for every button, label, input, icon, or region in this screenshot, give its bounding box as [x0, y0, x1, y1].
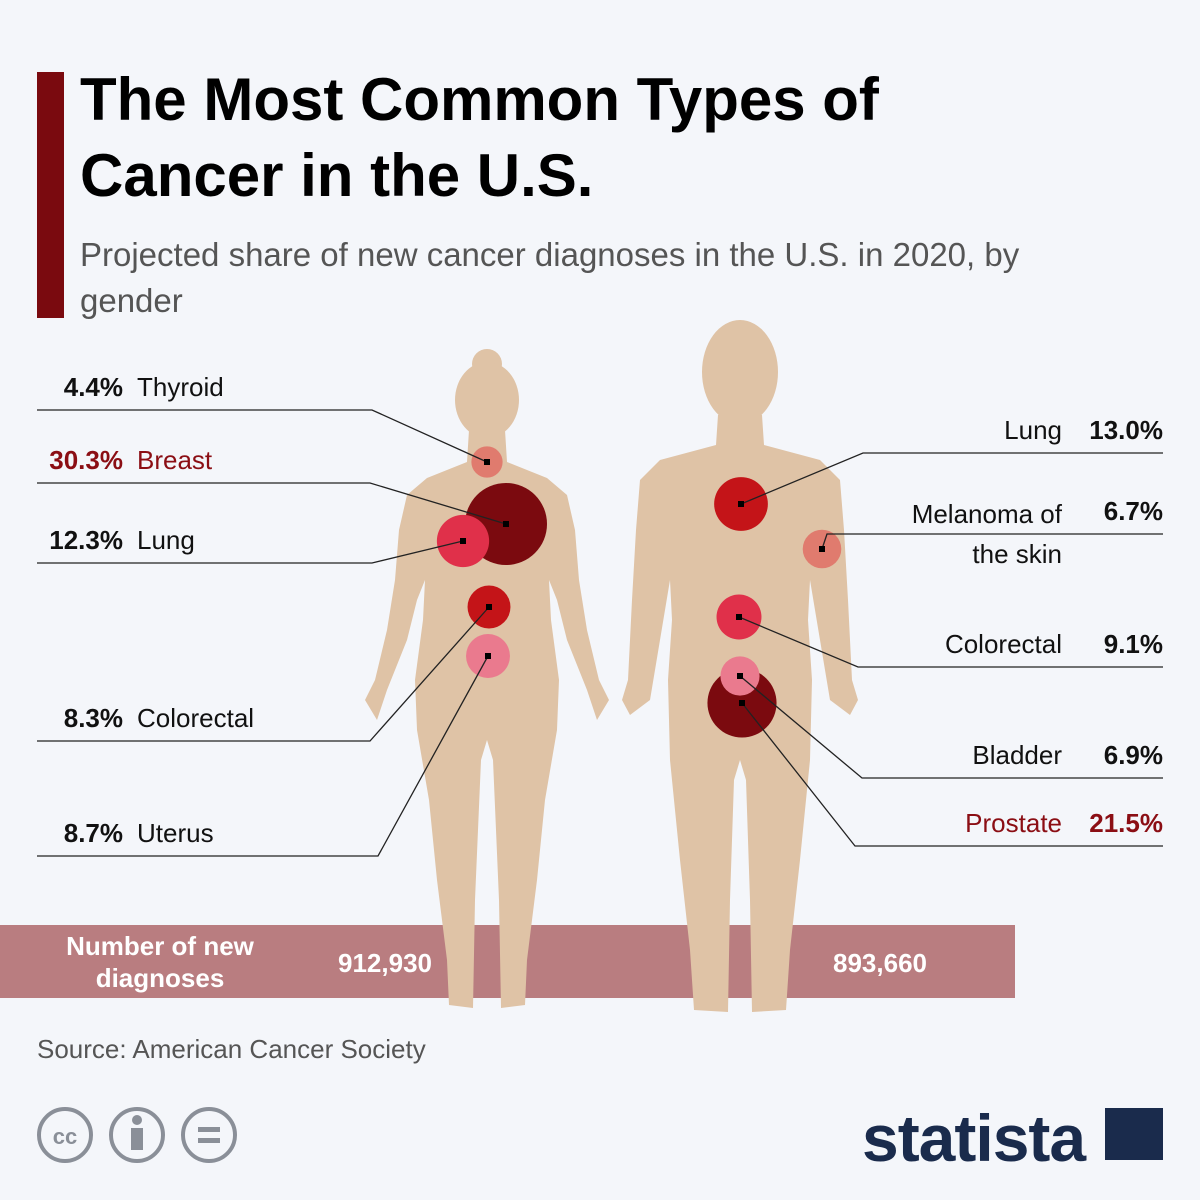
category-label: Prostate: [965, 808, 1062, 838]
leader-line: [37, 606, 490, 742]
value-label: 12.3%: [49, 525, 123, 555]
value-label: 6.7%: [1103, 496, 1163, 526]
category-label: Lung: [1004, 415, 1062, 445]
bubble-dot: [736, 614, 742, 620]
value-label: 4.4%: [63, 372, 123, 402]
leader-line: [821, 533, 1163, 550]
value-label: 30.3%: [49, 445, 123, 475]
leader-line: [37, 540, 464, 564]
leader-line: [740, 452, 1163, 505]
figure-head: [455, 362, 519, 438]
value-label: 6.9%: [1103, 740, 1163, 770]
figure-head: [702, 320, 778, 424]
value-label: 13.0%: [1089, 415, 1163, 445]
leader-line: [37, 409, 488, 463]
leader-line: [37, 655, 489, 857]
leader-line: [738, 616, 1163, 668]
category-label: Melanoma of the skin: [911, 499, 1062, 569]
accent-bar: [37, 72, 64, 318]
license-icons: [37, 1107, 237, 1163]
bubble-dot: [739, 700, 745, 706]
bubble-dot: [486, 604, 492, 610]
bubble-dot: [485, 653, 491, 659]
category-label: Lung: [137, 525, 195, 555]
bubble-dot: [738, 501, 744, 507]
total-value: 893,660: [833, 948, 927, 978]
bubble-dot: [737, 673, 743, 679]
figure-body: [365, 430, 609, 1008]
value-label: 21.5%: [1089, 808, 1163, 838]
total-value: 912,930: [338, 948, 432, 978]
leader-line: [741, 702, 1163, 847]
value-label: 9.1%: [1103, 629, 1163, 659]
source: Source: American Cancer Society: [37, 1034, 426, 1064]
category-label: Thyroid: [137, 372, 224, 402]
bubble-dot: [819, 546, 825, 552]
category-label: Colorectal: [137, 703, 255, 733]
category-label: Uterus: [137, 818, 214, 848]
brand: statista: [862, 1101, 1086, 1175]
subtitle: Projected share of new cancer diagnoses …: [80, 236, 1020, 319]
brand-logo: [1105, 1108, 1163, 1160]
total-label: Number of new diagnoses: [66, 931, 254, 993]
category-label: Colorectal: [944, 629, 1062, 659]
bubble-dot: [484, 459, 490, 465]
category-label: Breast: [137, 445, 213, 475]
license-glyphs: [131, 1115, 220, 1150]
bubble-dot: [460, 538, 466, 544]
value-label: 8.7%: [63, 818, 123, 848]
leader-line: [739, 675, 1163, 779]
leader-line: [37, 482, 507, 525]
title: The Most Common Types of Cancer in the U…: [80, 66, 879, 209]
bubble-dot: [503, 521, 509, 527]
cc-glyph: cc: [53, 1124, 77, 1149]
category-label: Bladder: [972, 740, 1062, 770]
value-label: 8.3%: [63, 703, 123, 733]
